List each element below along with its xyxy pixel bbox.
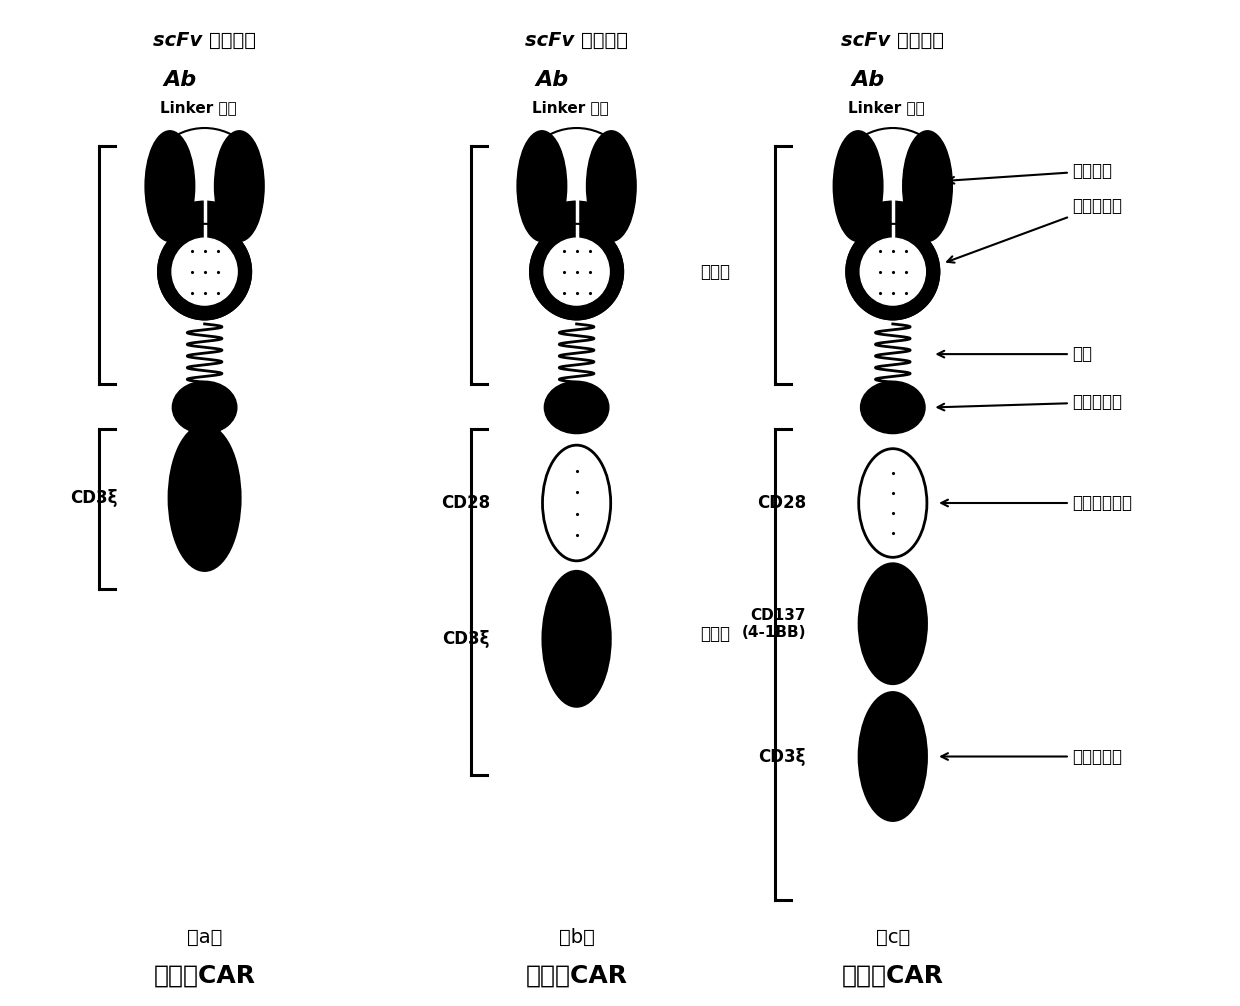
Text: CD28: CD28: [440, 494, 490, 512]
Text: CD137
(4-1BB): CD137 (4-1BB): [742, 608, 806, 640]
Ellipse shape: [846, 224, 940, 320]
Ellipse shape: [903, 131, 952, 241]
Ellipse shape: [215, 131, 264, 241]
Text: （a）: （a）: [187, 929, 222, 947]
Text: scFv 单链抗体: scFv 单链抗体: [841, 31, 945, 49]
Ellipse shape: [861, 238, 925, 305]
Ellipse shape: [858, 449, 928, 557]
Ellipse shape: [174, 201, 236, 236]
Circle shape: [544, 381, 609, 434]
Text: 第二代CAR: 第二代CAR: [526, 964, 627, 988]
Text: scFv 单链抗体: scFv 单链抗体: [525, 31, 629, 49]
Ellipse shape: [517, 131, 567, 241]
Text: 抗体来源: 抗体来源: [947, 162, 1112, 184]
Ellipse shape: [159, 224, 250, 320]
Ellipse shape: [833, 131, 883, 241]
Ellipse shape: [546, 201, 608, 236]
Text: Ab: Ab: [164, 70, 196, 91]
Text: Linker 短肽: Linker 短肽: [532, 101, 609, 115]
Text: 共刺激结构域: 共刺激结构域: [941, 494, 1132, 512]
Text: CD28: CD28: [756, 494, 806, 512]
Ellipse shape: [169, 425, 241, 571]
Text: 跨膜结构域: 跨膜结构域: [937, 393, 1122, 411]
Ellipse shape: [543, 571, 611, 707]
Text: （c）: （c）: [875, 929, 910, 947]
Text: scFv 单链抗体: scFv 单链抗体: [153, 31, 257, 49]
Text: CD3ξ: CD3ξ: [71, 489, 118, 507]
Text: 第一代CAR: 第一代CAR: [154, 964, 255, 988]
Ellipse shape: [858, 692, 928, 821]
Text: CD3ξ: CD3ξ: [759, 747, 806, 766]
Text: Linker 短肽: Linker 短肽: [848, 101, 925, 115]
Text: （b）: （b）: [559, 929, 594, 947]
Ellipse shape: [862, 201, 924, 236]
Text: Ab: Ab: [536, 70, 568, 91]
Text: 铰链: 铰链: [937, 345, 1092, 363]
Circle shape: [861, 381, 925, 434]
Text: 抗原结合域: 抗原结合域: [947, 197, 1122, 263]
Ellipse shape: [543, 445, 611, 561]
Circle shape: [172, 381, 237, 434]
Text: 膜外区: 膜外区: [701, 263, 730, 281]
Ellipse shape: [172, 238, 237, 305]
Text: CD3ξ: CD3ξ: [443, 630, 490, 648]
Ellipse shape: [835, 128, 951, 244]
Ellipse shape: [518, 128, 635, 244]
Text: 膜外区: 膜外区: [701, 625, 730, 643]
Ellipse shape: [587, 131, 636, 241]
Ellipse shape: [145, 131, 195, 241]
Ellipse shape: [544, 238, 609, 305]
Ellipse shape: [531, 224, 624, 320]
Text: Ab: Ab: [852, 70, 884, 91]
Text: 转录激活域: 转录激活域: [941, 747, 1122, 766]
Ellipse shape: [858, 563, 928, 684]
Text: Linker 短肽: Linker 短肽: [160, 101, 237, 115]
Ellipse shape: [146, 128, 263, 244]
Text: 第三代CAR: 第三代CAR: [842, 964, 944, 988]
